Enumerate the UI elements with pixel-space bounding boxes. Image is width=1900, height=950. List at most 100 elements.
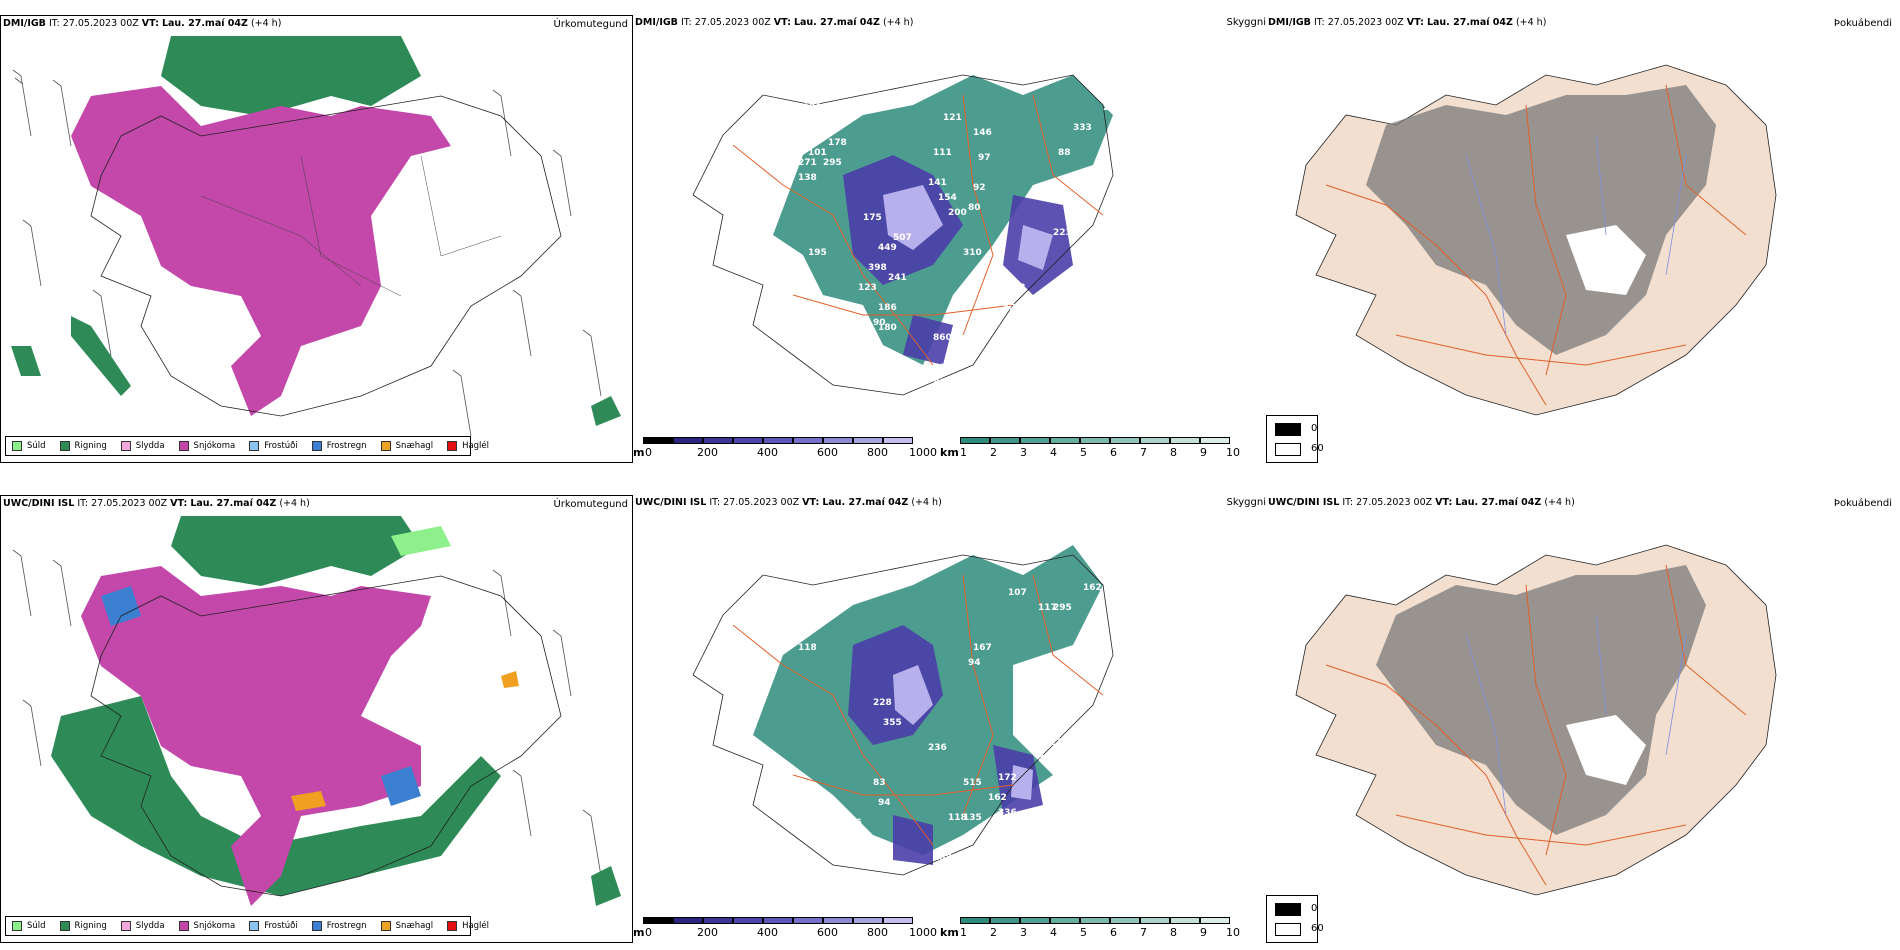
legend-swatch [120,921,131,931]
visibility-value-label: 141 [928,178,947,188]
legend-item-rain: Rigning [59,441,107,451]
iceland-outline [692,74,1114,396]
visibility-value-label: 138 [798,173,817,183]
precip-rain-area [51,516,621,906]
legend-item-snow-pellets: Snæhagl [380,441,433,451]
precip-panel-row2: UWC/DINI ISL IT: 27.05.2023 00Z VT: Lau.… [0,495,633,943]
colorbar-tick: 2 [990,926,997,939]
iceland-outline [692,554,1114,876]
colorbar-tick: 8 [1170,926,1177,939]
precip-snow-area [81,566,431,906]
roads [732,94,1104,366]
visibility-value-label: 333 [1073,123,1092,133]
legend-swatch [447,921,458,931]
visibility-value-label: 295 [823,158,842,168]
legend-item-freezing-rain: Frostregn [311,441,367,451]
panel-title: Þokuábendi [1833,18,1892,29]
colorbar-tick: 6 [1110,446,1117,459]
visibility-panel-row2: UWC/DINI ISL IT: 27.05.2023 00Z VT: Lau.… [633,495,1266,943]
precip-snow-pellets-area [291,671,519,811]
visibility-value-label: 120 [803,103,822,113]
colorbar-tick: 800 [867,446,888,459]
visibility-value-label: 119 [1093,73,1112,83]
visibility-value-label: 94 [968,658,981,668]
panel-title: Skyggni [1226,497,1266,508]
fog-key-label: 0 [1311,423,1318,434]
visibility-value-label: 80 [968,203,981,213]
colorbar-tick: 2 [990,446,997,459]
precip-legend: Súld Rigning Slydda Snjókoma Frostúði Fr… [5,436,489,456]
visibility-value-label: 162 [1083,583,1102,593]
visibility-value-label: 154 [838,333,857,343]
panel-title: Úrkomutegund [553,499,628,510]
colorbar-km: km 1 2 3 4 5 6 7 8 9 10 [940,917,1260,941]
visibility-value-label: 398 [868,263,887,273]
visibility-value-label: 101 [808,148,827,158]
colorbar-tick: 1000 [909,926,937,939]
visibility-value-label: 228 [873,698,892,708]
visibility-value-label: 90 [873,318,886,328]
visibility-value-label: 46 [928,903,941,913]
colorbar-tick: 4 [1050,926,1057,939]
visibility-value-label: 271 [798,158,817,168]
visibility-value-label: 300 [958,398,977,408]
colorbar-km: km 1 2 3 4 5 6 7 8 9 10 [940,437,1260,461]
legend-swatch [178,441,189,451]
colorbar-tick: 7 [1140,926,1147,939]
panel-title: Úrkomutegund [553,19,628,30]
visibility-value-label: 223 [1053,228,1072,238]
visibility-value-label: 241 [888,273,907,283]
legend-item-freezing-rain: Frostregn [311,921,367,931]
colorbar-tick: 10 [1226,926,1240,939]
visibility-value-label: 135 [963,813,982,823]
precip-legend: Súld Rigning Slydda Snjókoma Frostúði Fr… [5,916,489,936]
legend-item-snow: Snjókoma [178,441,235,451]
legend-item-snow-pellets: Snæhagl [380,921,433,931]
colorbar-m: m 0 200 400 600 800 1000 [633,437,943,461]
legend-swatch [311,921,322,931]
legend-swatch [311,441,322,451]
visibility-value-label: 89 [933,883,946,893]
visibility-value-label: 167 [973,643,992,653]
visibility-value-label: 401 [1003,343,1022,353]
visibility-value-label: 180 [878,323,897,333]
colorbar-tick: 200 [697,446,718,459]
precip-panel-row1: DMI/IGB IT: 27.05.2023 00Z VT: Lau. 27.m… [0,15,633,463]
panel-header: DMI/IGB IT: 27.05.2023 00Z VT: Lau. 27.m… [635,17,914,28]
colorbar-tick: 6 [1110,926,1117,939]
visibility-value-label: 83 [873,778,886,788]
fog-key-label: 60 [1311,923,1324,934]
visibility-value-label: 162 [988,793,1007,803]
legend-swatch [447,441,458,451]
fog-key-label: 60 [1311,443,1324,454]
precip-map [11,36,621,436]
visibility-value-label: 94 [878,798,891,808]
visibility-value-label: 153 [928,873,947,883]
colorbar-tick: 8 [1170,446,1177,459]
fog-map [1295,64,1777,416]
fog-key-swatch-dark [1275,423,1301,436]
legend-item-freezing-drizzle: Frostúði [249,441,298,451]
visibility-value-label: 290 [833,108,852,118]
visibility-value-label: 327 [1043,738,1062,748]
colorbar-tick: 0 [645,446,652,459]
colorbar-tick: 600 [817,446,838,459]
fog-key: 0 60 [1266,415,1324,463]
legend-swatch [12,441,22,451]
visibility-value-label: 172 [998,773,1017,783]
legend-swatch [380,441,391,451]
colorbar-tick: 400 [757,446,778,459]
panel-header: DMI/IGB IT: 27.05.2023 00Z VT: Lau. 27.m… [3,18,282,29]
visibility-value-label: 229 [823,123,842,133]
visibility-value-label: 118 [798,643,817,653]
visibility-value-label: 59 [933,363,946,373]
fog-panel-row2: UWC/DINI ISL IT: 27.05.2023 00Z VT: Lau.… [1266,495,1900,943]
visibility-value-label: 145 [948,893,967,903]
visibility-value-label: 175 [863,213,882,223]
visibility-value-label: 111 [933,148,952,158]
precip-snow-area [71,86,451,416]
visibility-value-label: 88 [1058,148,1071,158]
legend-swatch [59,441,70,451]
